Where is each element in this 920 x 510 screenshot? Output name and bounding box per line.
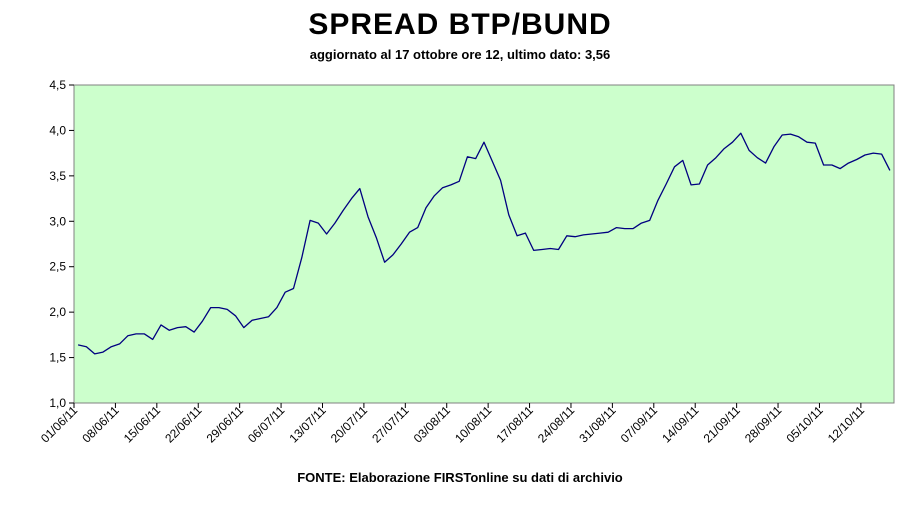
chart-title: SPREAD BTP/BUND	[308, 8, 612, 41]
y-tick-label: 2,5	[49, 260, 66, 274]
x-tick-label: 13/07/11	[286, 403, 329, 446]
y-tick-label: 2,0	[49, 305, 66, 319]
x-tick-label: 15/06/11	[121, 403, 164, 446]
y-tick-label: 3,5	[49, 169, 66, 183]
x-tick-label: 17/08/11	[494, 403, 537, 446]
plot-area	[73, 84, 895, 404]
y-tick-label: 1,0	[49, 396, 66, 410]
x-tick-label: 27/07/11	[369, 403, 412, 446]
x-tick-label: 05/10/11	[783, 403, 826, 446]
x-tick-label: 10/08/11	[452, 403, 495, 446]
x-tick-label: 28/09/11	[742, 403, 785, 446]
x-tick-label: 24/08/11	[535, 403, 578, 446]
x-tick-label: 22/06/11	[162, 403, 205, 446]
x-tick-label: 31/08/11	[576, 403, 619, 446]
x-tick-label: 06/07/11	[245, 403, 288, 446]
y-tick-label: 4,0	[49, 123, 66, 137]
x-tick-label: 03/08/11	[411, 403, 454, 446]
y-tick-label: 1,5	[49, 351, 66, 365]
chart-subtitle: aggiornato al 17 ottobre ore 12, ultimo …	[309, 47, 611, 62]
x-tick-label: 12/10/11	[825, 403, 868, 446]
x-tick-label: 07/09/11	[618, 403, 661, 446]
y-tick-label: 3,0	[49, 214, 66, 228]
y-tick-label: 4,5	[49, 78, 66, 92]
x-tick-label: 14/09/11	[659, 403, 702, 446]
x-tick-label: 21/09/11	[701, 403, 744, 446]
x-tick-label: 29/06/11	[204, 403, 247, 446]
x-axis: 01/06/11 08/06/11 15/06/11 22/06/11 29/06/11…	[38, 403, 867, 446]
x-tick-label: 08/06/11	[79, 403, 122, 446]
y-axis: 1,0 1,5 2,0 2,5 3,0 3,5 4,0 4,5	[49, 78, 74, 410]
chart-source-note: FONTE: Elaborazione FIRSTonline su dati …	[297, 470, 623, 485]
spread-series-line	[77, 132, 891, 355]
x-tick-label: 20/07/11	[328, 403, 371, 446]
